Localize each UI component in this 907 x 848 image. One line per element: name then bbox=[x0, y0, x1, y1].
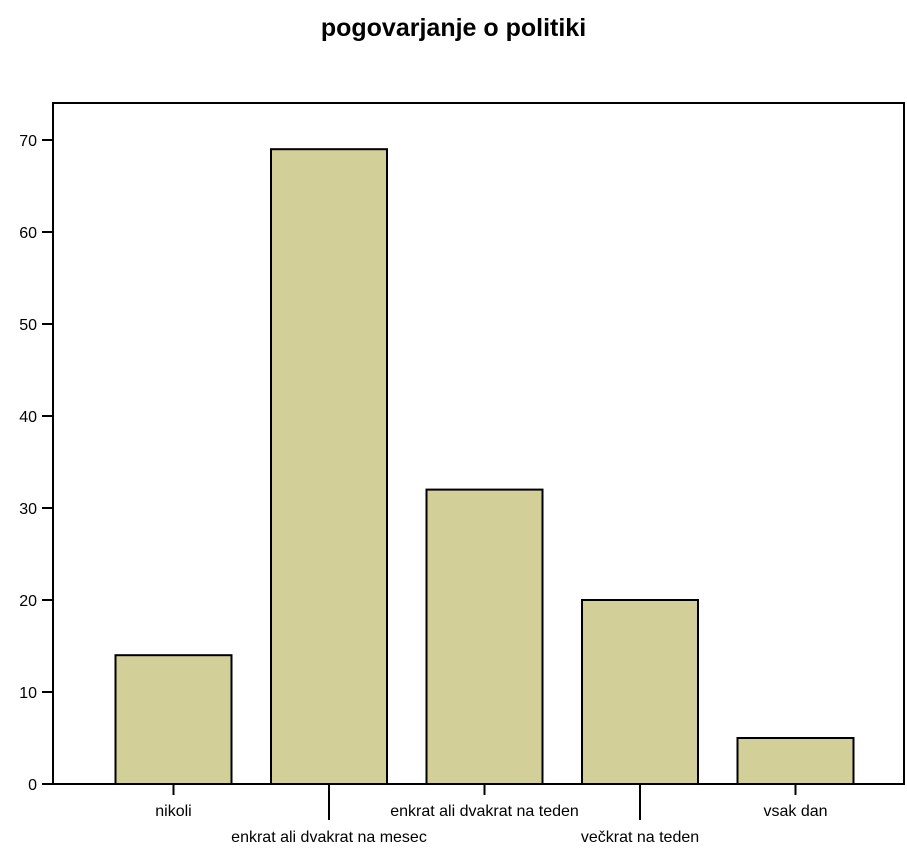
y-tick-label: 70 bbox=[19, 133, 37, 150]
y-tick-label: 50 bbox=[19, 317, 37, 334]
x-tick-label: enkrat ali dvakrat na teden bbox=[390, 803, 579, 820]
bar-1 bbox=[114, 654, 233, 786]
y-tick-label: 40 bbox=[19, 409, 37, 426]
x-tick-label: večkrat na teden bbox=[581, 829, 699, 846]
x-tick-label: vsak dan bbox=[763, 803, 827, 820]
x-tick-label: nikoli bbox=[155, 803, 191, 820]
chart-title: pogovarjanje o politiki bbox=[320, 14, 587, 42]
y-tick-label: 0 bbox=[28, 777, 37, 794]
y-tick-label: 10 bbox=[19, 685, 37, 702]
y-tick-label: 60 bbox=[19, 225, 37, 242]
bar-2 bbox=[270, 148, 388, 785]
bar-5 bbox=[736, 737, 855, 785]
x-tick-label: enkrat ali dvakrat na mesec bbox=[231, 829, 427, 846]
y-tick-label: 30 bbox=[19, 501, 37, 518]
bar-3 bbox=[425, 488, 544, 785]
bar-4 bbox=[581, 599, 699, 785]
y-axis: 0 10 20 30 40 50 60 70 bbox=[19, 133, 53, 794]
x-axis: nikoli enkrat ali dvakrat na mesec enkrat … bbox=[155, 784, 828, 846]
bars bbox=[114, 148, 855, 786]
y-tick-label: 20 bbox=[19, 593, 37, 610]
